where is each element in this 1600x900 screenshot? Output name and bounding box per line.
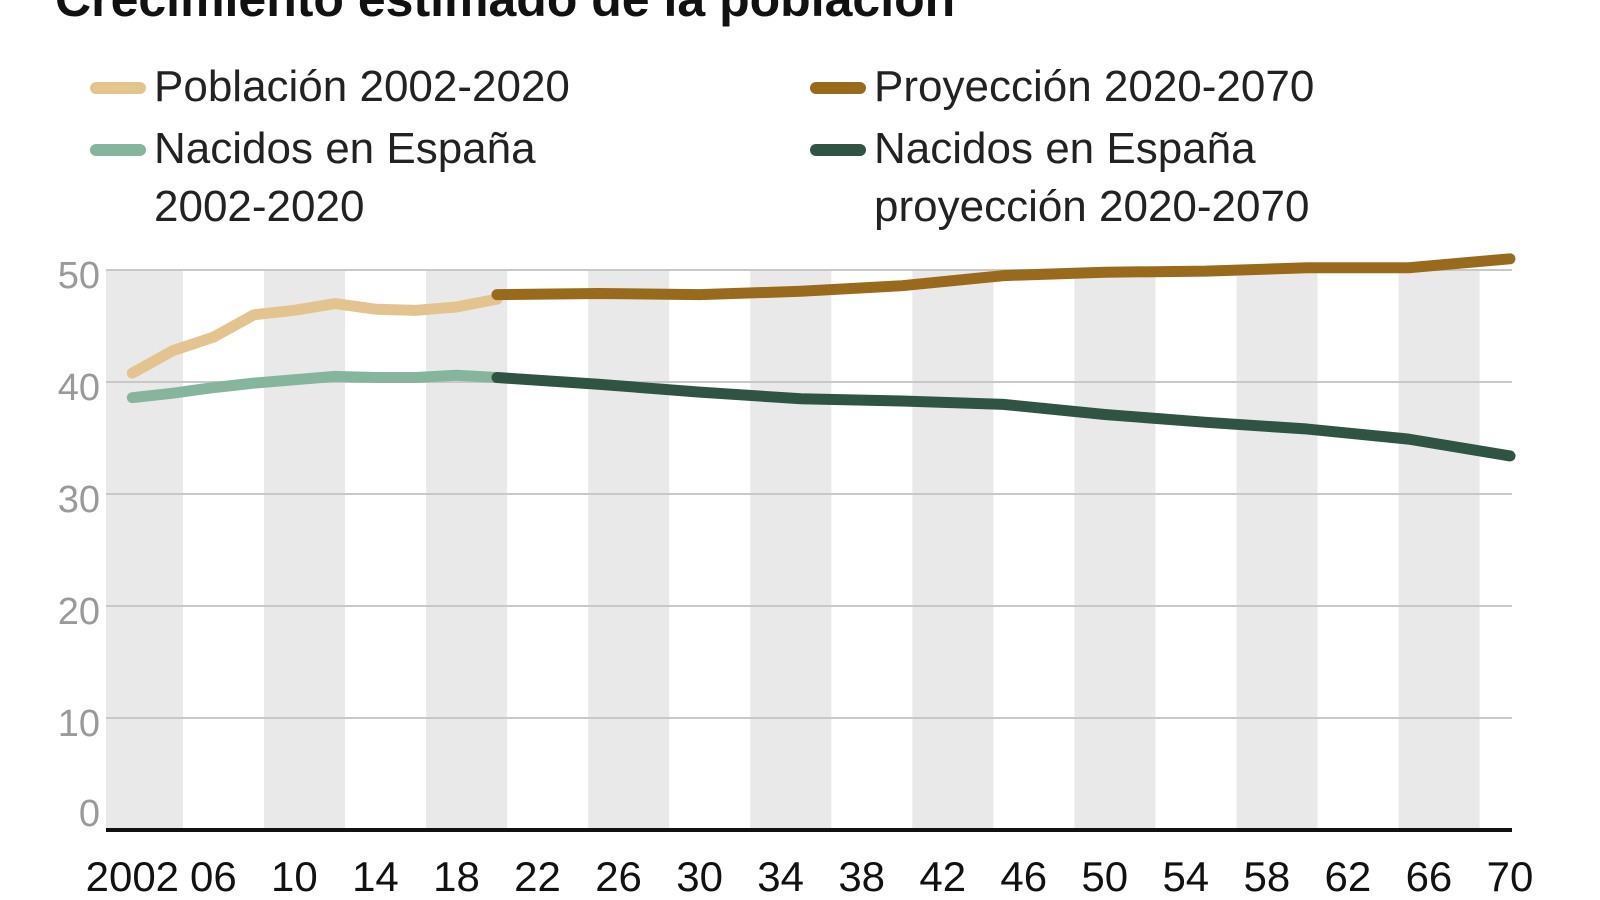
legend-swatch [810, 144, 866, 156]
y-tick-label: 0 [79, 793, 100, 835]
x-tick-label: 46 [1000, 853, 1047, 900]
band [750, 270, 832, 830]
y-tick-label: 50 [58, 255, 100, 297]
chart-title: Crecimiento estimado de la población [55, 0, 955, 28]
y-tick-label: 30 [58, 479, 100, 521]
legend-swatch [90, 144, 146, 156]
x-tick-label: 66 [1406, 853, 1453, 900]
legend-label: Población 2002-2020 [154, 62, 570, 111]
x-tick-label: 70 [1487, 853, 1534, 900]
band [1074, 270, 1156, 830]
y-tick-label: 10 [58, 703, 100, 745]
x-tick-label: 34 [757, 853, 804, 900]
x-tick-label: 62 [1325, 853, 1372, 900]
x-tick-label: 58 [1244, 853, 1291, 900]
series-line [126, 293, 503, 379]
x-tick-label: 2002 [86, 853, 179, 900]
band [426, 270, 508, 830]
series-line [126, 369, 503, 404]
legend-swatch [90, 82, 146, 94]
x-tick-label: 06 [190, 853, 237, 900]
legend-label: Proyección 2020-2070 [874, 62, 1315, 111]
band [912, 270, 994, 830]
legend-swatch [810, 82, 866, 94]
legend-item: Nacidos en España proyección 2020-2070 [810, 120, 1394, 236]
x-tick-label: 50 [1081, 853, 1128, 900]
legend-label: Nacidos en España 2002-2020 [154, 124, 536, 231]
legend-item: Población 2002-2020 [90, 58, 624, 116]
band [1398, 270, 1480, 830]
y-tick-label: 40 [58, 367, 100, 409]
x-tick-label: 42 [919, 853, 966, 900]
legend-item: Nacidos en España 2002-2020 [90, 120, 624, 236]
legend-label: Nacidos en España proyección 2020-2070 [874, 124, 1310, 231]
x-tick-label: 26 [595, 853, 642, 900]
x-tick-label: 30 [676, 853, 723, 900]
series-line [491, 253, 1516, 301]
band [1236, 270, 1318, 830]
band [588, 270, 670, 830]
band [264, 270, 346, 830]
x-tick-label: 22 [514, 853, 561, 900]
x-tick-label: 54 [1162, 853, 1209, 900]
x-tick-label: 38 [838, 853, 885, 900]
y-tick-label: 20 [58, 591, 100, 633]
x-tick-label: 14 [352, 853, 399, 900]
x-tick-label: 10 [271, 853, 318, 900]
x-tick-label: 18 [433, 853, 480, 900]
legend-item: Proyección 2020-2070 [810, 58, 1394, 116]
series-line [491, 372, 1516, 462]
